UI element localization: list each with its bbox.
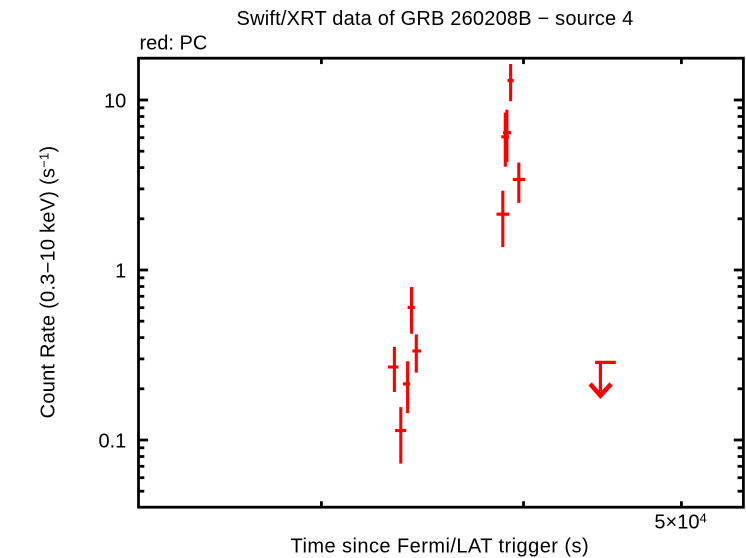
svg-text:Swift/XRT data of GRB 260208B: Swift/XRT data of GRB 260208B − source 4: [237, 8, 634, 30]
svg-text:1: 1: [115, 261, 126, 283]
svg-text:Time since Fermi/LAT trigger (: Time since Fermi/LAT trigger (s): [291, 536, 590, 558]
svg-text:0.1: 0.1: [98, 431, 126, 453]
svg-text:Count Rate (0.3−10 keV) (s−1): Count Rate (0.3−10 keV) (s−1): [36, 146, 59, 419]
svg-text:5×104: 5×104: [654, 510, 706, 533]
svg-text:red: PC: red: PC: [140, 33, 208, 55]
svg-text:10: 10: [104, 91, 126, 113]
